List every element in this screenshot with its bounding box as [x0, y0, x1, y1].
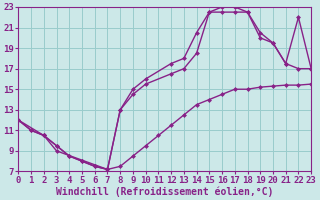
X-axis label: Windchill (Refroidissement éolien,°C): Windchill (Refroidissement éolien,°C) [56, 186, 274, 197]
